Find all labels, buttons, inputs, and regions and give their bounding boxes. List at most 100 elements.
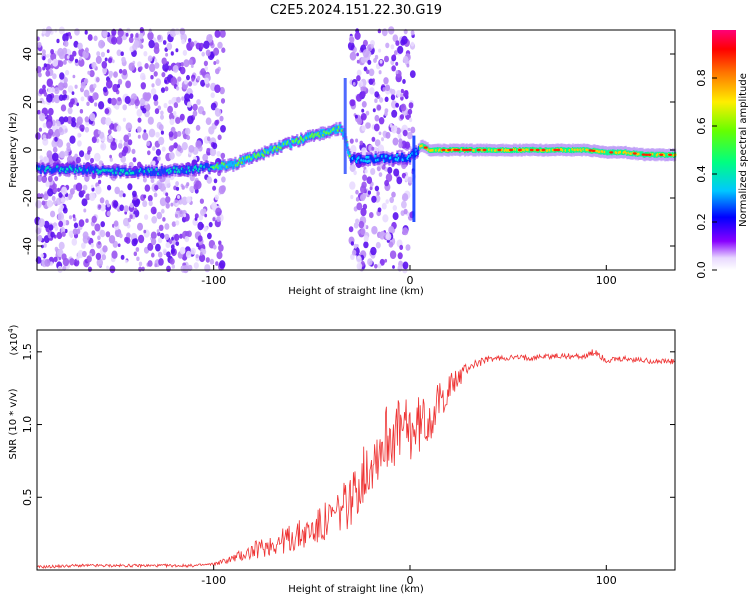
spectrogram-noise-cell: [143, 51, 148, 57]
spectrogram-noise-cell: [377, 263, 382, 269]
spectrogram-noise-cell: [79, 124, 85, 132]
spectrogram-noise-cell: [75, 182, 83, 192]
spectrogram-noise-cell: [401, 200, 407, 209]
spectrogram-noise-cell: [383, 77, 389, 85]
spectrogram-noise-cell: [54, 87, 60, 95]
spectrogram-noise-cell: [213, 61, 217, 65]
spectrogram-noise-cell: [82, 184, 88, 191]
spectrogram-noise-cell: [204, 264, 211, 273]
spectrogram-noise-cell: [216, 151, 221, 157]
spectrogram-noise-cell: [85, 193, 91, 201]
spectrogram-noise-cell: [181, 185, 185, 190]
spectrogram-noise-cell: [106, 265, 109, 270]
spectrogram-x-tick-label: -100: [201, 274, 226, 287]
spectrogram-noise-cell: [174, 233, 180, 241]
spectrogram-trace-peak: [609, 151, 614, 154]
spectrogram-noise-cell: [61, 186, 68, 195]
spectrogram-noise-cell: [128, 36, 134, 43]
spectrogram-y-tick-label: -20: [21, 189, 34, 207]
spectrogram-noise-cell: [168, 112, 175, 121]
spectrogram-noise-cell: [355, 197, 360, 202]
spectrogram-noise-cell: [359, 140, 364, 146]
spectrogram-noise-cell: [109, 154, 112, 159]
colorbar-tick-label: 0.4: [695, 165, 708, 183]
spectrogram-noise-cell: [158, 224, 164, 231]
spectrogram-noise-cell: [100, 51, 105, 58]
spectrogram-y-ticks: -40 -20 0 20 40: [21, 47, 675, 255]
spectrogram-noise-cell: [78, 219, 85, 228]
spectrogram-noise-cell: [56, 120, 61, 127]
spectrogram-noise-cell: [201, 51, 205, 57]
spectrogram-noise-cell: [384, 111, 388, 117]
spectrogram-noise-cell: [126, 232, 131, 239]
spectrogram-noise-cell: [400, 95, 404, 101]
spectrogram-y-tick-label: -40: [21, 237, 34, 255]
spectrogram-noise-cell: [366, 176, 373, 184]
spectrogram-noise-cell: [50, 87, 55, 93]
spectrogram-noise-cell: [127, 183, 133, 191]
spectrogram-noise-cell: [89, 252, 92, 257]
spectrogram-noise-cell: [125, 259, 128, 264]
spectrogram-noise-cell: [43, 63, 47, 68]
spectrogram-noise-cell: [409, 117, 413, 123]
spectrogram-noise-cell: [83, 208, 87, 213]
spectrogram-noise-cell: [378, 131, 382, 136]
spectrogram-noise-cell: [42, 56, 46, 61]
spectrogram-noise-cell: [381, 202, 387, 210]
spectrogram-noise-cell: [397, 133, 402, 139]
spectrogram-noise-cell: [192, 103, 198, 111]
spectrogram-noise-cell: [56, 138, 64, 148]
spectrogram-noise-cell: [384, 55, 389, 63]
spectrogram-noise-cell: [205, 257, 210, 263]
spectrogram-noise-cell: [43, 193, 49, 201]
spectrogram-noise-cell: [396, 90, 402, 98]
spectrogram-noise-cell: [81, 242, 86, 249]
spectrogram-noise-cell: [404, 141, 411, 149]
spectrogram-noise-cell: [402, 79, 406, 84]
spectrogram-noise-cell: [367, 190, 371, 195]
spectrogram-noise-cell: [371, 225, 378, 235]
spectrogram-noise-cell: [360, 228, 366, 236]
spectrogram-noise-cell: [390, 44, 395, 50]
spectrogram-noise-cell: [384, 258, 388, 263]
spectrogram-noise-cell: [117, 78, 123, 85]
spectrogram-noise-cell: [56, 231, 63, 240]
spectrogram-noise-cell: [140, 72, 146, 81]
spectrogram-noise-cell: [77, 140, 82, 147]
spectrogram-noise-cell: [113, 220, 119, 227]
spectrogram-noise-cell: [362, 49, 370, 58]
spectrogram-noise-cell: [397, 265, 403, 272]
spectrogram-noise-cell: [361, 101, 367, 108]
snr-y-multiplier: (x104): [7, 324, 20, 355]
spectrogram-noise-cell: [200, 68, 206, 76]
snr-x-ticks: -100 0 100: [201, 565, 617, 587]
spectrogram-noise-cell: [63, 116, 69, 123]
spectrogram-noise-cell: [156, 211, 163, 220]
spectrogram-noise-cell: [203, 60, 208, 67]
spectrogram-noise-cell: [374, 139, 381, 147]
spectrogram-noise-cell: [91, 230, 96, 236]
spectrogram-noise-cell: [158, 124, 164, 131]
spectrogram-noise-cell: [100, 142, 107, 151]
spectrogram-noise-cell: [48, 224, 54, 231]
spectrogram-noise-cell: [154, 108, 160, 115]
spectrogram-noise-cell: [161, 146, 166, 152]
spectrogram-noise-cell: [142, 92, 149, 101]
spectrogram-noise-cell: [402, 227, 409, 236]
spectrogram-noise-cell: [125, 80, 131, 89]
spectrogram-noise-cell: [374, 54, 379, 60]
spectrogram-noise-cell: [109, 157, 113, 162]
spectrogram-noise-cell: [76, 116, 83, 125]
spectrogram-noise-cell: [374, 264, 378, 269]
spectrogram-noise-cell: [360, 207, 367, 217]
spectrogram-trace-peak: [482, 148, 487, 152]
spectrogram-noise-cell: [109, 123, 115, 130]
spectrogram-noise-cell: [350, 241, 354, 246]
spectrogram-noise-cell: [185, 250, 192, 259]
spectrogram-noise-cell: [396, 176, 403, 185]
spectrogram-noise-cell: [168, 145, 174, 152]
spectrogram-noise-cell: [61, 253, 67, 261]
spectrogram-noise-cell: [59, 150, 66, 159]
spectrogram-noise-cell: [216, 251, 223, 260]
spectrogram-noise-cell: [187, 101, 192, 108]
